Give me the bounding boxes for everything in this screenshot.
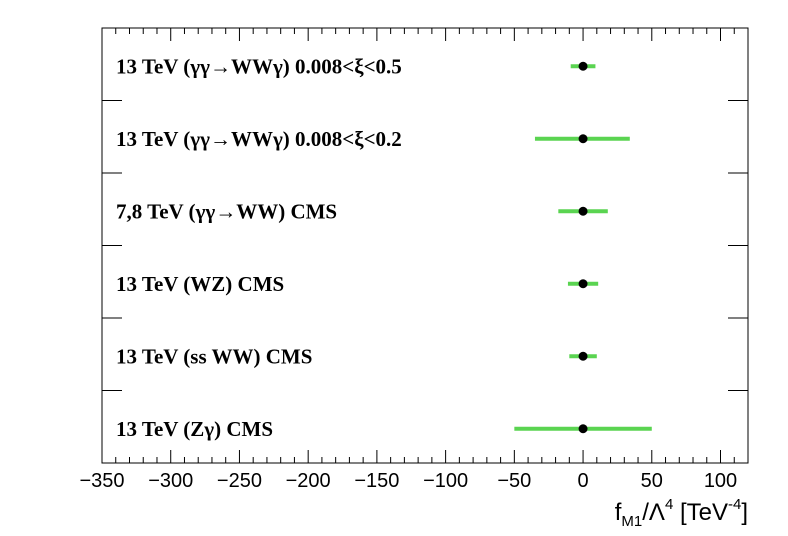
x-tick-label: −200 xyxy=(286,470,331,492)
x-tick-label: 0 xyxy=(578,470,589,492)
y-axis-ticks xyxy=(102,100,748,391)
x-tick-label: −50 xyxy=(497,470,531,492)
x-tick-label: 50 xyxy=(641,470,663,492)
row-label: 13 TeV (ss WW) CMS xyxy=(116,344,312,368)
row-label: 13 TeV (WZ) CMS xyxy=(116,272,284,296)
data-row: 13 TeV (WZ) CMS xyxy=(116,272,599,296)
data-row: 13 TeV (Zγ) CMS xyxy=(116,417,652,441)
x-tick-label: −300 xyxy=(148,470,193,492)
data-point xyxy=(578,279,588,289)
row-label: 13 TeV (γγ→WWγ) 0.008<ξ<0.2 xyxy=(116,127,402,151)
x-tick-label: −250 xyxy=(217,470,262,492)
x-axis-ticks: −350 −300 −250 −200 −150 −100 −50 0 50 100 xyxy=(79,28,749,492)
data-point xyxy=(578,351,588,361)
x-tick-label: −100 xyxy=(423,470,468,492)
data-point xyxy=(578,134,588,144)
data-point xyxy=(578,424,588,434)
data-row: 7,8 TeV (γγ→WW) CMS xyxy=(116,199,608,223)
x-tick-label: 100 xyxy=(704,470,737,492)
x-tick-label: −150 xyxy=(354,470,399,492)
data-point xyxy=(578,206,588,216)
row-label: 7,8 TeV (γγ→WW) CMS xyxy=(116,199,337,223)
data-point xyxy=(578,61,588,71)
row-label: 13 TeV (γγ→WWγ) 0.008<ξ<0.5 xyxy=(116,54,402,78)
row-label: 13 TeV (Zγ) CMS xyxy=(116,417,273,441)
data-rows: 13 TeV (γγ→WWγ) 0.008<ξ<0.5 13 TeV (γγ→WW… xyxy=(116,54,652,441)
data-row: 13 TeV (ss WW) CMS xyxy=(116,344,597,368)
x-axis-label: fM1/Λ4 [TeV-4] xyxy=(615,496,748,530)
x-tick-label: −350 xyxy=(79,470,124,492)
data-row: 13 TeV (γγ→WWγ) 0.008<ξ<0.5 xyxy=(116,54,596,78)
data-row: 13 TeV (γγ→WWγ) 0.008<ξ<0.2 xyxy=(116,127,630,151)
plot-frame xyxy=(101,27,749,464)
